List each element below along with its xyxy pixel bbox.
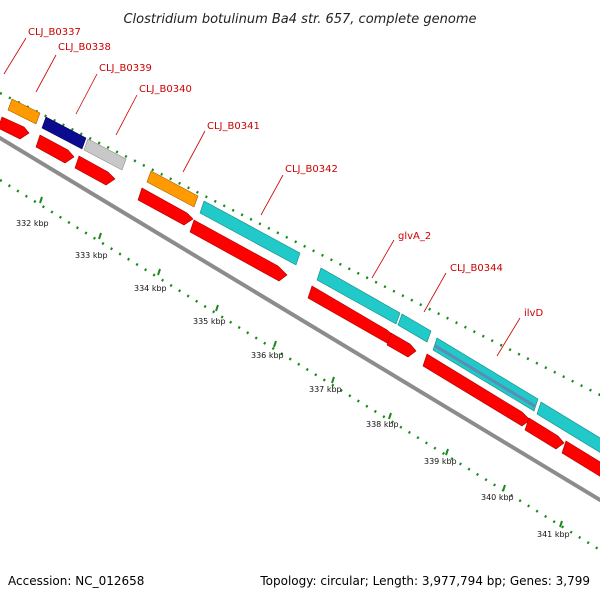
scale-label-341: 341 kbp [537, 530, 570, 539]
scale-label-334: 334 kbp [134, 284, 167, 293]
cds-arrow[interactable] [561, 440, 600, 480]
gene-feature-CLJ_B0342[interactable] [199, 200, 301, 266]
scale-label-340: 340 kbp [481, 493, 514, 502]
gene-label[interactable]: ilvD [524, 308, 543, 319]
gene-label[interactable]: CLJ_B0341 [207, 121, 260, 132]
callout-line [496, 317, 521, 357]
scale-major-tick [157, 268, 161, 276]
gene-feature-CLJ_B0337[interactable] [7, 98, 41, 125]
callout-line [115, 94, 138, 136]
gene-label[interactable]: CLJ_B0344 [450, 263, 503, 274]
cds-arrow[interactable] [189, 219, 288, 282]
callout-line [260, 174, 284, 216]
scale-major-tick [273, 340, 277, 348]
callout-line [35, 54, 57, 93]
gene-feature-glvA_2[interactable] [316, 267, 401, 325]
topology-stats-text: Topology: circular; Length: 3,977,794 bp… [260, 574, 590, 588]
scale-label-335: 335 kbp [193, 317, 226, 326]
scale-major-tick [502, 484, 506, 492]
cds-arrow[interactable] [35, 134, 75, 164]
scale-label-338: 338 kbp [366, 420, 399, 429]
genome-backbone [0, 135, 600, 503]
accession-text: Accession: NC_012658 [8, 574, 145, 588]
scale-major-tick [39, 196, 43, 204]
callout-line [182, 130, 206, 173]
map-title: Clostridium botulinum Ba4 str. 657, comp… [123, 12, 476, 27]
scale-major-tick [331, 376, 335, 384]
scale-major-tick [445, 448, 449, 456]
backbone-line [0, 135, 600, 503]
scale-label-339: 339 kbp [424, 457, 457, 466]
gene-feature-CLJ_B0339[interactable] [83, 138, 127, 171]
gene-labels: CLJ_B0337 CLJ_B0338 CLJ_B0339 CLJ_B0340 … [3, 27, 543, 357]
gene-label[interactable]: CLJ_B0340 [139, 84, 192, 95]
feature-track-outer [7, 98, 600, 456]
gene-label[interactable]: glvA_2 [398, 231, 431, 242]
cds-arrow[interactable] [0, 116, 30, 140]
cds-arrow[interactable] [137, 187, 194, 226]
gene-feature-CLJ_B0338[interactable] [41, 116, 87, 150]
cds-arrow[interactable] [422, 353, 531, 427]
scale-major-tick [215, 304, 219, 312]
gene-label[interactable]: CLJ_B0338 [58, 42, 111, 53]
callout-line [3, 37, 27, 75]
callout-line [75, 73, 98, 115]
scale-major-tick [388, 412, 392, 420]
callout-line [371, 239, 395, 279]
gene-feature-ilvD-inner-band [434, 344, 536, 408]
scale-label-333: 333 kbp [75, 251, 108, 260]
cds-arrow[interactable] [524, 417, 565, 450]
scale-major-tick [559, 520, 563, 528]
gene-label[interactable]: CLJ_B0342 [285, 164, 338, 175]
scale-ruler: 332 kbp 333 kbp 334 kbp 335 kbp 336 kbp … [0, 178, 600, 552]
gene-label[interactable]: CLJ_B0337 [28, 27, 81, 38]
cds-track [0, 116, 600, 480]
cds-arrow[interactable] [386, 332, 417, 358]
scale-label-337: 337 kbp [309, 385, 342, 394]
scale-label-336: 336 kbp [251, 351, 284, 360]
callout-line [423, 272, 447, 313]
gene-feature-next[interactable] [536, 401, 600, 456]
gene-feature-CLJ_B0344[interactable] [397, 313, 432, 343]
cds-arrow[interactable] [74, 155, 116, 186]
gene-feature-CLJ_B0341[interactable] [146, 170, 199, 208]
gene-label[interactable]: CLJ_B0339 [99, 63, 152, 74]
scale-label-332: 332 kbp [16, 219, 49, 228]
scale-major-tick [98, 232, 102, 240]
